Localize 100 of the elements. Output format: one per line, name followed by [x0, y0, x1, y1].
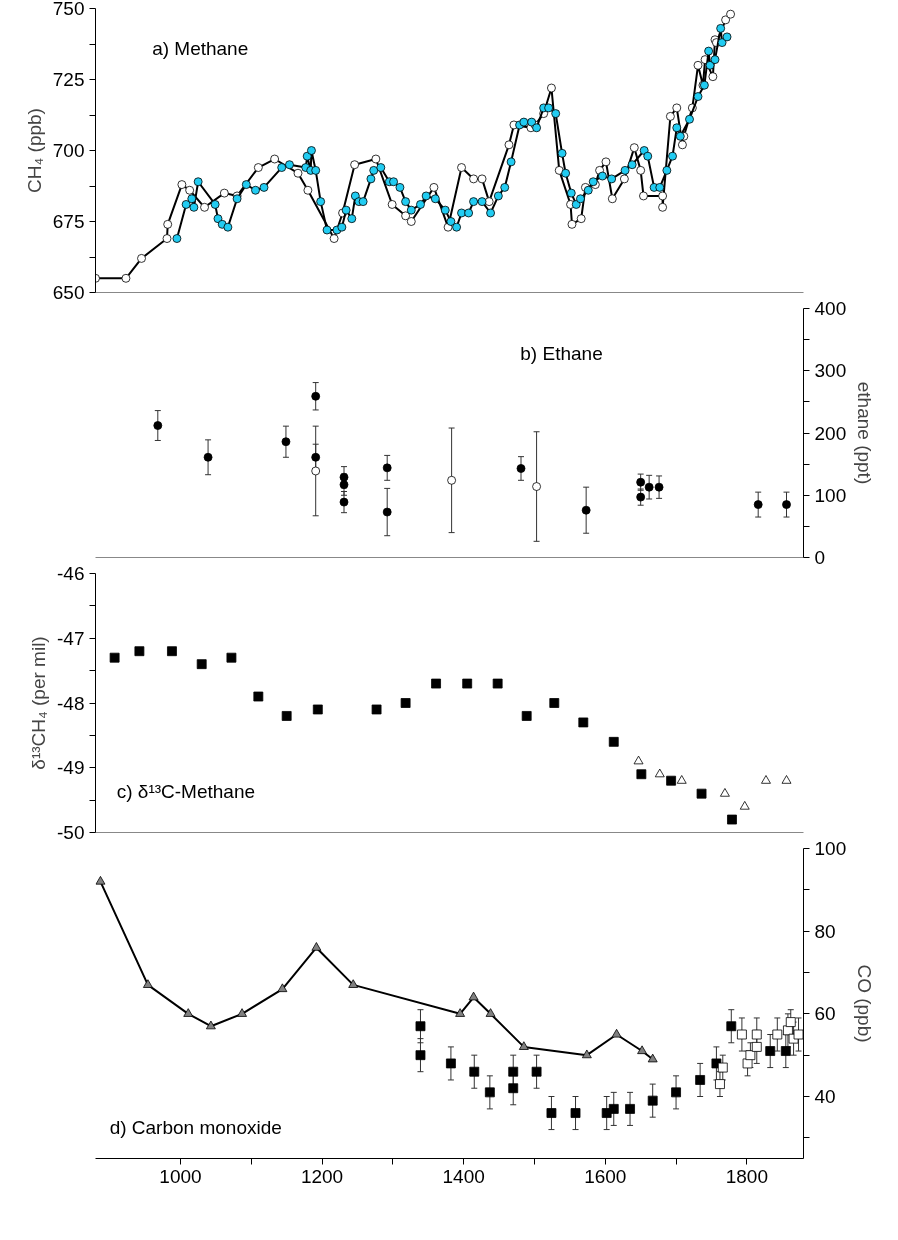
y-tick-label: 100: [814, 838, 847, 859]
point: [183, 1008, 194, 1017]
point: [696, 788, 707, 799]
point: [281, 437, 291, 447]
point: [666, 775, 676, 786]
y-tick-label: 700: [52, 140, 85, 161]
point: [134, 646, 145, 657]
point: [546, 1108, 557, 1118]
y-tick-label: 80: [814, 920, 836, 942]
point: [447, 475, 457, 485]
point: [625, 1104, 635, 1114]
point: [772, 1029, 783, 1040]
point: [485, 1008, 496, 1017]
point: [671, 1087, 681, 1098]
point: [371, 704, 382, 715]
y-tick-label: 675: [52, 211, 85, 232]
x-tick-label: 1600: [584, 1165, 627, 1187]
point: [637, 1045, 647, 1055]
point: [469, 1066, 480, 1077]
point: [549, 698, 560, 708]
point: [446, 1058, 456, 1069]
point: [468, 991, 479, 1001]
point: [793, 1029, 804, 1040]
point: [636, 769, 647, 780]
point: [415, 1021, 426, 1032]
point: [633, 755, 644, 765]
point: [518, 1041, 529, 1050]
point: [382, 507, 392, 517]
point: [581, 505, 591, 515]
y-tick-label: -50: [57, 822, 85, 843]
y-tick-label: 40: [814, 1086, 836, 1107]
x-tick-label: 1800: [725, 1165, 769, 1187]
point: [109, 652, 120, 663]
text: a) Methane: [152, 37, 249, 59]
point: [765, 1046, 776, 1056]
point: [484, 1087, 495, 1098]
point: [516, 464, 526, 473]
y-axis-title: CH₄ (ppb): [23, 108, 45, 193]
y-tick-label: 60: [814, 1003, 836, 1025]
point: [203, 452, 213, 462]
text: c) δ¹³C-Methane: [116, 780, 256, 802]
point: [431, 678, 441, 689]
point: [761, 775, 771, 784]
point: [415, 1050, 426, 1061]
point: [206, 1020, 216, 1030]
point: [727, 814, 737, 825]
point: [196, 659, 207, 670]
text: b) Ethane: [520, 342, 603, 364]
point: [277, 983, 288, 993]
y-tick-label: -48: [57, 692, 85, 714]
point: [142, 979, 153, 988]
point: [312, 704, 323, 715]
point: [581, 1049, 592, 1059]
y-axis-title: ethane (ppt): [854, 381, 876, 485]
point: [611, 1028, 622, 1038]
point: [226, 652, 237, 663]
point: [400, 698, 411, 708]
point: [578, 717, 589, 728]
point: [311, 942, 322, 951]
point: [608, 736, 619, 747]
point: [508, 1066, 519, 1077]
point: [253, 691, 264, 702]
point: [720, 788, 730, 797]
y-tick-label: -47: [57, 627, 85, 649]
point: [508, 1083, 519, 1094]
point: [455, 1008, 466, 1017]
point: [462, 678, 473, 689]
point: [737, 1029, 747, 1040]
point: [695, 1075, 706, 1085]
point: [644, 482, 654, 492]
point: [281, 711, 292, 721]
text: d) Carbon monoxide: [109, 1117, 282, 1138]
point: [726, 1021, 737, 1032]
point: [676, 775, 687, 784]
point: [782, 500, 791, 509]
point: [311, 391, 321, 401]
point: [647, 1095, 658, 1106]
point: [311, 466, 321, 476]
point: [311, 452, 321, 462]
x-tick-label: 1200: [300, 1165, 344, 1187]
point: [237, 1008, 247, 1017]
y-tick-label: -49: [57, 757, 85, 779]
y-tick-label: 725: [52, 69, 85, 90]
point: [382, 463, 392, 473]
y-tick-label: 400: [814, 298, 847, 319]
point: [654, 482, 664, 492]
point: [153, 421, 163, 430]
point: [654, 768, 665, 778]
point: [781, 775, 792, 784]
y-tick-label: 100: [814, 484, 847, 506]
point: [739, 801, 750, 810]
point: [95, 875, 106, 885]
point: [570, 1108, 581, 1118]
point: [531, 1066, 542, 1077]
y-axis-title: δ¹³CH₄ (per mil): [28, 636, 50, 770]
y-axis-title: CO (ppb): [854, 964, 876, 1043]
point: [608, 1104, 619, 1114]
point: [532, 482, 541, 491]
x-tick-label: 1400: [442, 1165, 485, 1187]
point: [647, 1053, 658, 1063]
